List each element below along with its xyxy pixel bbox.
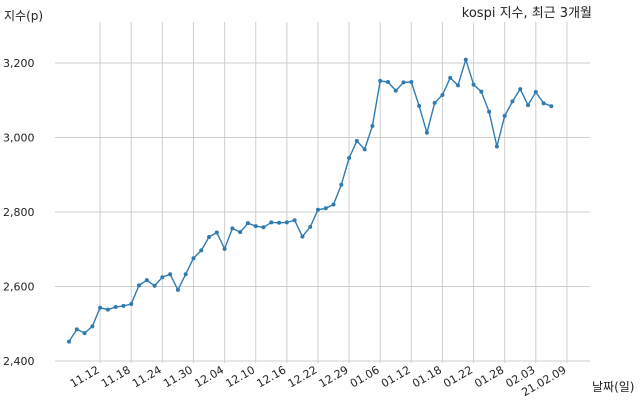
data-point xyxy=(98,305,103,310)
data-point xyxy=(471,82,476,87)
y-tick-label: 2,800 xyxy=(3,206,35,219)
data-point xyxy=(502,113,507,118)
data-point xyxy=(238,230,243,235)
data-point xyxy=(432,100,437,105)
x-tick-label: 12.04 xyxy=(192,363,226,390)
x-tick-label: 12.10 xyxy=(223,363,257,390)
data-point xyxy=(549,104,554,109)
data-point xyxy=(183,272,188,277)
x-tick-label: 12.16 xyxy=(255,363,289,390)
data-point xyxy=(284,220,289,225)
data-point xyxy=(245,221,250,226)
data-point xyxy=(230,226,235,231)
data-point xyxy=(113,304,118,309)
data-point xyxy=(137,283,142,288)
data-point xyxy=(74,327,79,332)
data-point xyxy=(160,275,165,280)
data-point xyxy=(463,57,468,62)
x-tick-label: 11.12 xyxy=(68,363,102,390)
chart-title: kospi 지수, 최근 3개월 xyxy=(462,6,592,21)
data-point xyxy=(175,287,180,292)
data-point xyxy=(261,225,266,230)
x-tick-label: 12.22 xyxy=(286,363,320,390)
x-axis-label: 날짜(일) xyxy=(592,380,634,394)
data-point xyxy=(393,88,398,93)
x-tick-label: 11.24 xyxy=(130,363,164,390)
data-point xyxy=(409,79,414,84)
y-tick-label: 2,400 xyxy=(3,355,35,368)
data-point xyxy=(533,90,538,95)
data-point xyxy=(269,220,274,225)
data-point xyxy=(378,78,383,83)
data-point xyxy=(518,87,523,92)
data-point xyxy=(121,303,126,308)
data-point xyxy=(440,93,445,98)
data-point xyxy=(129,302,134,307)
data-point xyxy=(456,83,460,88)
data-point xyxy=(339,182,344,187)
x-tick-label: 11.18 xyxy=(99,363,133,390)
data-point xyxy=(494,144,499,149)
kospi-series-line xyxy=(68,57,552,342)
data-point xyxy=(308,224,313,229)
data-point xyxy=(300,234,305,239)
x-axis-ticks: 11.1211.1811.2411.3012.0412.1012.1612.22… xyxy=(68,363,569,399)
data-point xyxy=(362,147,367,152)
y-tick-label: 3,000 xyxy=(3,132,35,145)
data-point xyxy=(292,218,297,223)
data-point xyxy=(448,75,453,80)
data-point xyxy=(67,339,71,344)
x-tick-label: 01.12 xyxy=(379,363,413,390)
data-point xyxy=(385,79,390,84)
data-point xyxy=(277,220,282,225)
data-point xyxy=(82,331,87,336)
y-tick-label: 2,600 xyxy=(3,281,35,294)
x-tick-label: 01.18 xyxy=(410,363,444,390)
data-point xyxy=(417,103,422,108)
x-tick-label: 12.29 xyxy=(317,363,351,390)
y-axis-label: 지수(p) xyxy=(4,9,43,23)
data-point xyxy=(347,155,352,160)
x-tick-label: 01.06 xyxy=(348,363,382,390)
data-point xyxy=(354,138,359,143)
data-point xyxy=(253,224,258,229)
data-point xyxy=(424,130,429,135)
data-point xyxy=(90,324,95,329)
data-point xyxy=(144,278,149,283)
data-point xyxy=(370,123,375,128)
y-tick-label: 3,200 xyxy=(3,57,35,70)
data-point xyxy=(214,230,219,235)
data-point xyxy=(487,109,492,114)
data-point xyxy=(541,101,546,106)
data-point xyxy=(479,89,484,94)
data-point xyxy=(152,283,157,288)
x-tick-label: 11.30 xyxy=(161,363,195,390)
data-point xyxy=(323,206,328,211)
data-point xyxy=(401,80,406,85)
x-tick-label: 01.28 xyxy=(472,363,506,390)
grid-lines xyxy=(55,22,590,363)
data-point xyxy=(510,99,515,104)
data-point xyxy=(315,207,320,212)
data-point xyxy=(222,246,227,251)
data-point xyxy=(526,103,531,108)
data-point xyxy=(168,272,173,277)
data-point xyxy=(105,307,110,312)
kospi-series-points xyxy=(67,57,554,344)
data-point xyxy=(331,202,336,207)
data-point xyxy=(207,234,212,239)
data-point xyxy=(199,248,204,253)
data-point xyxy=(191,256,196,261)
y-axis-ticks: 2,400 2,600 2,800 3,000 3,200 xyxy=(3,57,35,368)
x-tick-label: 01.22 xyxy=(441,363,475,390)
